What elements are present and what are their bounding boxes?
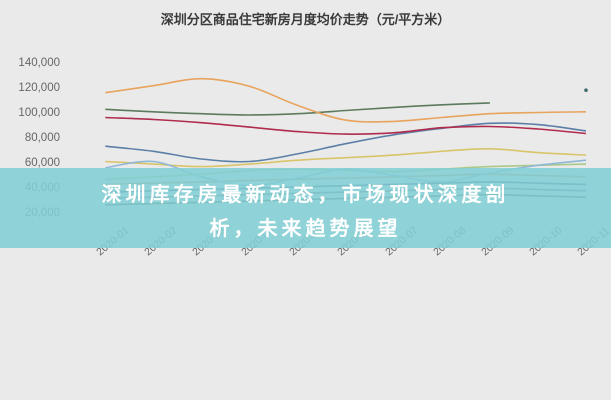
svg-text:100,000: 100,000 [18, 107, 60, 119]
svg-text:140,000: 140,000 [18, 57, 60, 69]
svg-text:80,000: 80,000 [25, 132, 60, 144]
svg-text:120,000: 120,000 [18, 82, 60, 94]
